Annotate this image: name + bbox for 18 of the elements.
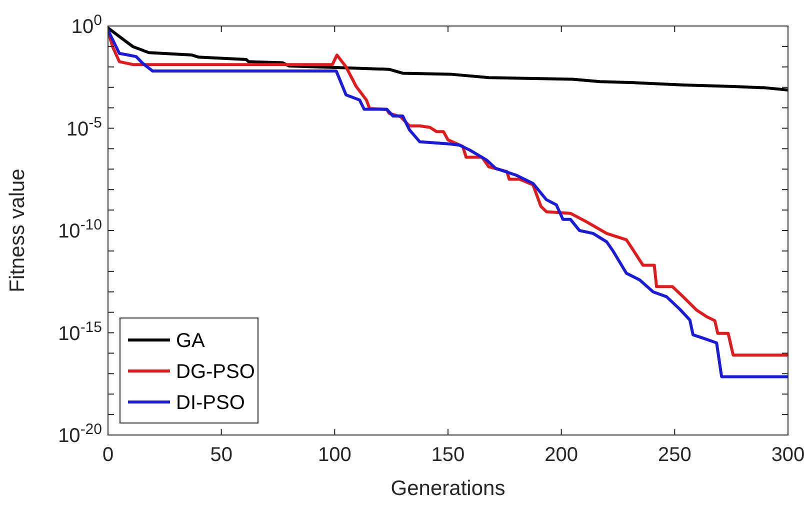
y-tick-label: 10$^{-20}$ [58,420,102,447]
y-tick-label: 10$^{-15}$ [58,318,102,345]
x-tick-label: 150 [431,444,465,466]
legend-label: DG-PSO [176,361,255,383]
legend-label: DI-PSO [176,392,245,414]
y-tick-label: 10$^{-5}$ [66,114,102,140]
x-tick-label: 200 [544,444,578,466]
x-tick-label: 50 [210,444,232,466]
x-tick-label: 250 [658,444,692,466]
x-tick-label: 0 [102,444,114,466]
legend-label: GA [176,330,206,352]
x-axis-title: Generations [390,477,506,500]
x-tick-label: 300 [771,444,805,466]
y-axis-title: Fitness value [6,168,29,292]
line-series [108,26,788,92]
y-tick-label: 10$^{0}$ [71,12,102,38]
y-tick-label: 10$^{-10}$ [58,216,102,242]
x-tick-label: 100 [318,444,352,466]
